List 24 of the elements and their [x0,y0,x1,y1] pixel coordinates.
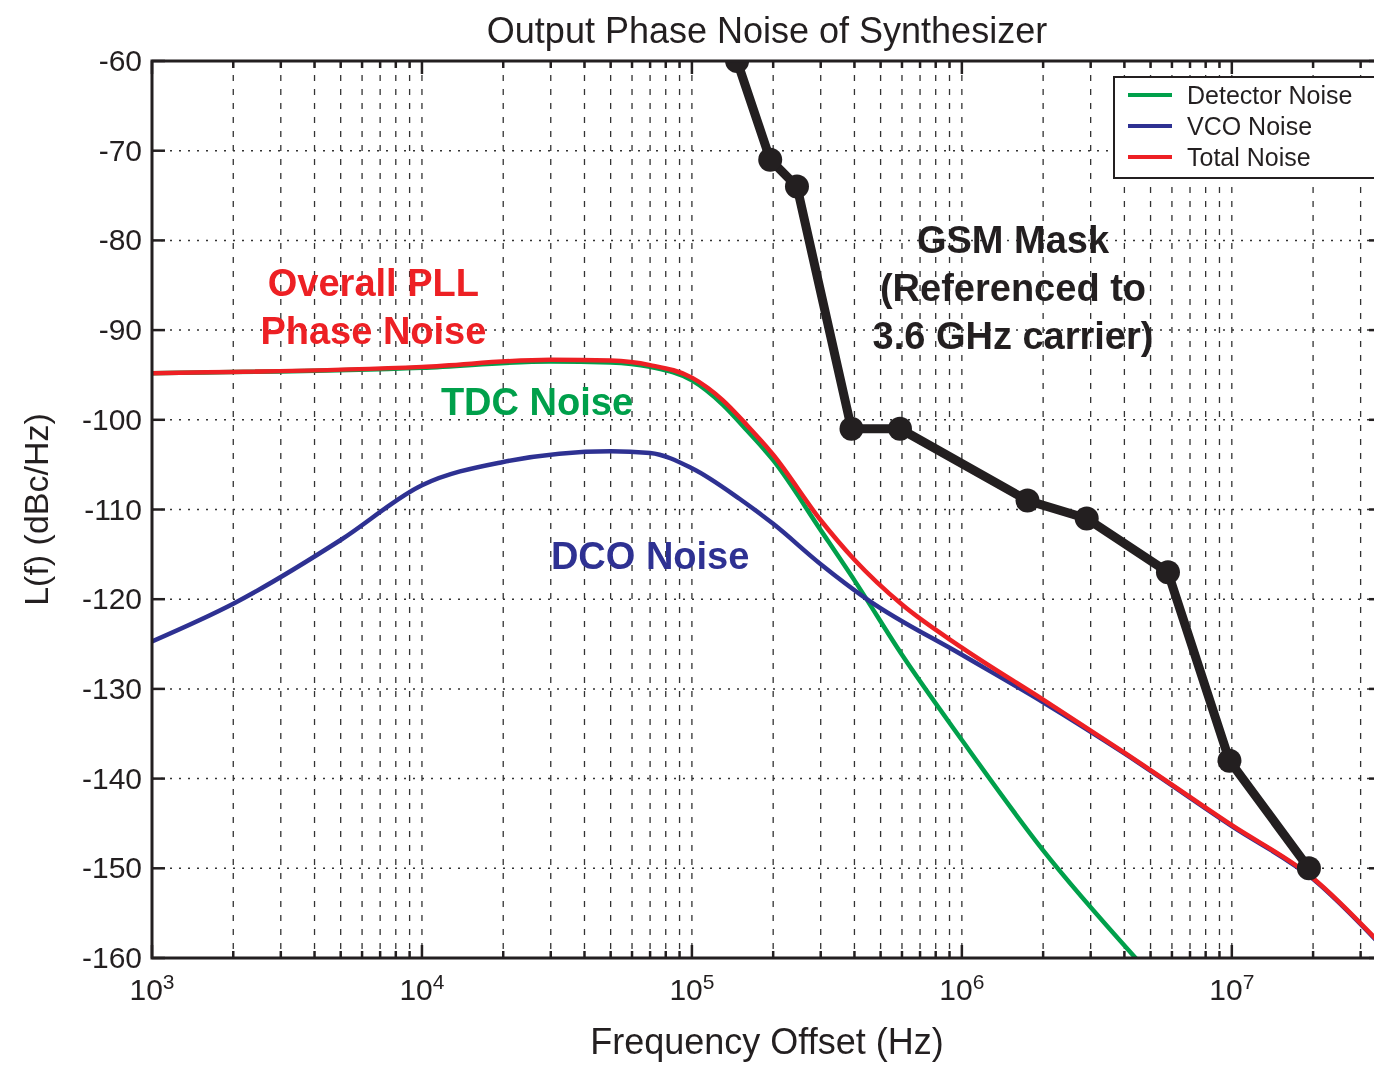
y-tick-label: -100 [81,402,142,436]
legend-label: Detector Noise [1187,81,1353,109]
legend-label: VCO Noise [1187,112,1313,140]
x-tick-label: 10$^{7}$ [1209,969,1255,1006]
y-tick-label: -70 [98,133,142,167]
x-tick-label: 10$^{6}$ [939,969,985,1006]
x-tick-label: 10$^{4}$ [399,969,445,1006]
y-axis-title: L(f) (dBc/Hz) [17,413,55,606]
y-tick-label: -110 [84,492,142,526]
annotation: Overall PLL Phase Noise [260,261,487,352]
chart-title: Output Phase Noise of Synthesizer [486,10,1048,51]
y-tick-label: -60 [98,44,142,77]
y-tick-label: -80 [98,223,142,257]
annotation: DCO Noise [550,535,750,578]
annotation: TDC Noise [440,380,634,423]
y-tick-label: -150 [81,851,142,885]
y-tick-label: -90 [98,313,142,347]
legend-label: Total Noise [1187,143,1311,171]
y-tick-label: -140 [81,761,142,795]
x-axis-title: Frequency Offset (Hz) [590,1021,944,1062]
y-tick-label: -120 [81,582,142,616]
y-tick-label: -130 [81,671,142,705]
x-tick-label: 10$^{5}$ [669,969,715,1006]
annotation: GSM Mask (Referenced to 3.6 GHz carrier) [872,218,1154,357]
